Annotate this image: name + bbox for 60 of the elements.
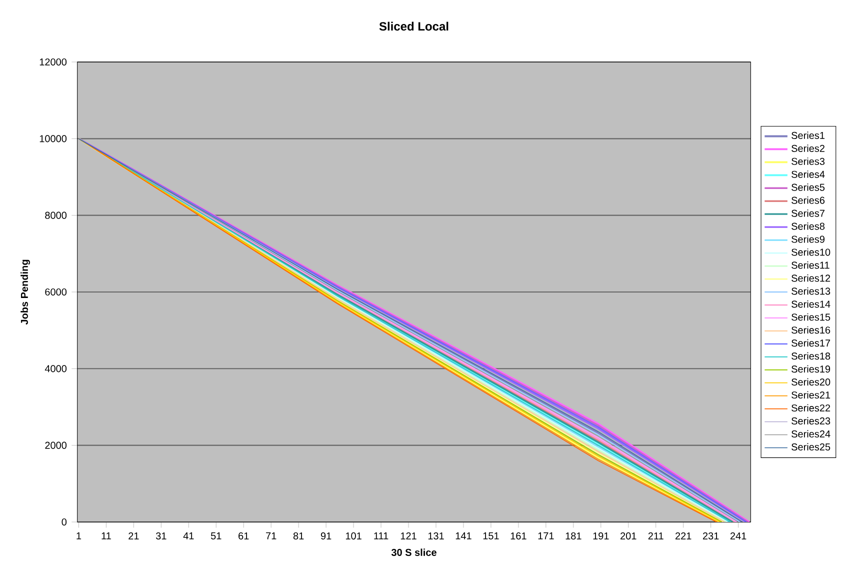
chart-title: Sliced Local [379,22,448,31]
y-tick-label: 8000 [45,212,67,219]
x-tick-label: 181 [566,532,582,540]
x-tick-label: 11 [102,532,111,540]
legend-label: Series5 [792,184,825,191]
x-tick-label: 211 [648,532,664,540]
x-tick-label: 121 [400,532,416,540]
x-tick-label: 171 [538,532,554,540]
x-tick-label: 31 [156,532,166,540]
x-tick-label: 221 [675,532,692,540]
x-tick-label: 141 [456,532,472,540]
y-tick-label: 10000 [40,135,67,142]
x-tick-label: 81 [293,532,304,540]
legend-label: Series11 [792,261,830,269]
legend-label: Series15 [792,313,830,321]
x-tick-label: 191 [593,532,609,540]
y-tick-label: 4000 [44,365,67,372]
x-tick-label: 231 [702,532,719,540]
legend-label: Series9 [792,235,824,243]
legend-label: Series13 [792,287,830,295]
legend-label: Series16 [792,326,830,334]
legend-label: Series19 [792,365,830,373]
legend-label: Series24 [792,430,830,438]
x-tick-label: 161 [510,532,526,540]
x-tick-label: 131 [428,532,444,540]
legend-label: Series7 [792,210,824,217]
legend-label: Series2 [792,144,824,152]
legend-label: Series20 [792,378,830,386]
x-tick-label: 21 [128,532,139,540]
x-tick-label: 61 [238,532,249,540]
legend-label: Series22 [792,404,830,412]
x-tick-label: 151 [483,532,499,540]
y-tick-label: 12000 [40,58,67,66]
y-tick-label: 0 [62,518,67,526]
x-tick-label: 241 [730,532,746,540]
y-axis-title: Jobs Pending [20,260,30,325]
x-tick-label: 91 [320,532,332,540]
x-tick-label: 201 [620,532,636,540]
x-axis-title: 30 S slice [391,548,436,556]
legend-label: Series17 [792,339,830,347]
legend-label: Series25 [792,443,830,450]
legend-label: Series12 [792,274,830,282]
y-tick-label: 2000 [45,442,67,449]
legend-label: Series1 [792,132,824,139]
legend-label: Series14 [792,300,830,308]
x-tick-label: 71 [266,532,276,540]
legend-label: Series18 [792,352,830,360]
x-tick-label: 41 [183,532,194,540]
x-tick-label: 101 [346,532,362,540]
legend-label: Series4 [792,170,825,178]
x-tick-label: 51 [210,532,222,540]
legend-label: Series8 [792,222,825,230]
x-tick-label: 111 [374,532,388,540]
y-tick-label: 6000 [45,288,67,296]
legend-label: Series21 [792,391,830,399]
legend-label: Series23 [792,417,830,425]
legend-label: Series10 [792,248,830,256]
legend-label: Series6 [792,196,825,204]
x-tick-label: 1 [76,532,82,540]
legend-label: Series3 [792,158,825,165]
